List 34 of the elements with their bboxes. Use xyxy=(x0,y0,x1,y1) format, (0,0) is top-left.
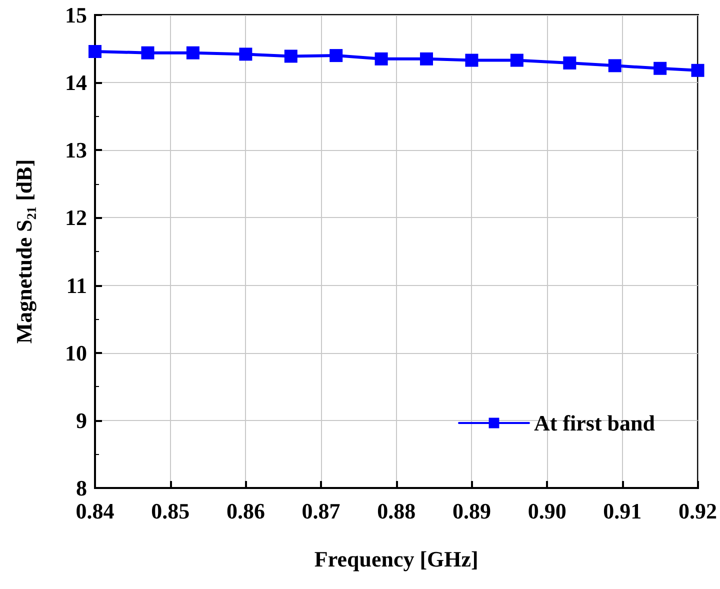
y-tick-label: 8 xyxy=(76,476,87,500)
point xyxy=(186,46,200,60)
point xyxy=(691,64,704,77)
x-tick-label: 0.90 xyxy=(528,498,566,524)
y-tick-label: 12 xyxy=(65,205,87,230)
x-tick-label: 0.91 xyxy=(603,498,642,524)
x-tick-label: 0.85 xyxy=(151,498,190,524)
x-tick-label: 0.92 xyxy=(678,498,717,524)
y-tick-label: 14 xyxy=(65,70,87,96)
point xyxy=(374,52,388,66)
y-tick-label: 9 xyxy=(76,408,87,433)
point xyxy=(465,54,478,67)
point xyxy=(608,59,622,72)
x-tick-label: 0.89 xyxy=(452,498,491,524)
point xyxy=(563,56,576,70)
point xyxy=(420,52,434,66)
point xyxy=(510,54,524,67)
point xyxy=(239,48,252,61)
x-axis-title: Frequency [GHz] xyxy=(314,546,478,572)
y-tick-label: 15 xyxy=(65,2,87,28)
x-tick-label: 0.84 xyxy=(76,498,114,524)
point xyxy=(330,49,343,62)
point xyxy=(284,50,298,63)
point xyxy=(88,44,102,58)
x-tick-label: 0.87 xyxy=(302,498,340,524)
point xyxy=(141,46,154,60)
y-axis-title: Magnetude S₂₁ [dB] xyxy=(12,159,36,344)
y-tick-label: 13 xyxy=(65,138,87,163)
x-tick-label: 0.86 xyxy=(226,498,265,524)
legend-label: At first band xyxy=(534,410,656,436)
y-tick-label: 10 xyxy=(65,340,87,366)
point xyxy=(654,62,667,75)
x-tick-label: 0.88 xyxy=(377,498,416,524)
y-tick-label: 11 xyxy=(66,272,87,298)
